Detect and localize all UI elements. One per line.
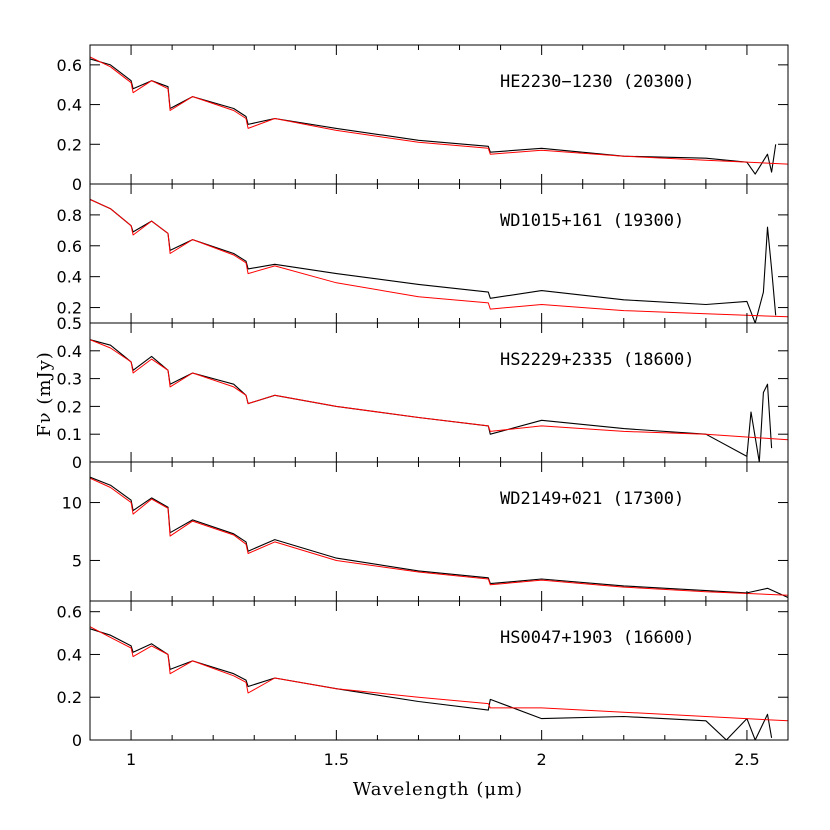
panel-frame: [89, 600, 789, 741]
y-tick-label: 0.5: [57, 314, 82, 333]
y-tick-label: 0.2: [57, 688, 82, 707]
y-tick-label: 0.3: [57, 370, 82, 389]
model-spectrum-line: [90, 198, 788, 318]
panel-label: WD1015+161 (19300): [500, 211, 684, 231]
y-tick-label: 0.8: [57, 206, 82, 225]
model-spectrum-line: [90, 56, 788, 165]
y-tick-label: 0.2: [57, 397, 82, 416]
model-spectrum-line: [90, 626, 788, 722]
series-group: [90, 198, 788, 323]
series-group: [90, 339, 788, 462]
x-axis: 1 1.5 2 2.5: [126, 750, 760, 769]
y-tick-label: 0.4: [57, 268, 82, 287]
panel-label: HE2230−1230 (20300): [500, 72, 694, 92]
y-tick-label: 0: [72, 731, 82, 750]
y-tick-label: 0.4: [57, 645, 82, 664]
panel-3: 0 0.1 0.2 0.3 0.4 0.5 HS2229+2335 (18600): [57, 314, 789, 472]
x-axis-label: Wavelength (μm): [353, 779, 523, 800]
panel-4: 5 10 WD2149+021 (17300): [62, 461, 789, 602]
x-tick-label: 2: [537, 750, 547, 769]
y-tick-label: 0: [72, 175, 82, 194]
y-tick-label: 0.4: [57, 342, 82, 361]
y-tick-label: 0.6: [57, 603, 82, 622]
y-tick-label: 10: [62, 494, 82, 513]
panel-frame: [89, 461, 789, 602]
series-group: [90, 56, 788, 175]
y-tick-label: 0: [72, 453, 82, 472]
panel-frame: [89, 322, 789, 463]
panel-2: 0.2 0.4 0.6 0.8 WD1015+161 (19300): [57, 183, 789, 324]
x-tick-label: 2.5: [734, 750, 759, 769]
panel-frame: [89, 183, 789, 324]
x-tick-label: 1.5: [324, 750, 349, 769]
y-tick-label: 0.1: [57, 425, 82, 444]
y-axis-label: Fν (mJy): [34, 351, 55, 437]
panel-label: HS2229+2335 (18600): [500, 350, 694, 370]
observed-spectrum-line: [90, 476, 788, 599]
panel-label: HS0047+1903 (16600): [500, 628, 694, 648]
y-tick-label: 0.2: [57, 299, 82, 318]
y-tick-label: 0.2: [57, 135, 82, 154]
observed-spectrum-line: [90, 58, 777, 175]
panel-label: WD2149+021 (17300): [500, 489, 684, 509]
panel-frame: [89, 44, 789, 185]
series-group: [90, 476, 788, 599]
y-tick-label: 5: [72, 551, 82, 570]
y-tick-label: 0.4: [57, 96, 82, 115]
series-group: [90, 626, 788, 740]
model-spectrum-line: [90, 477, 788, 596]
panel-1: 0 0.2 0.4 0.6 HE2230−1230 (20300): [57, 44, 789, 194]
panel-5: 0 0.2 0.4 0.6 HS0047+1903 (16600): [57, 600, 789, 750]
y-tick-label: 0.6: [57, 237, 82, 256]
x-tick-label: 1: [126, 750, 136, 769]
model-spectrum-line: [90, 339, 788, 441]
y-tick-label: 0.6: [57, 56, 82, 75]
